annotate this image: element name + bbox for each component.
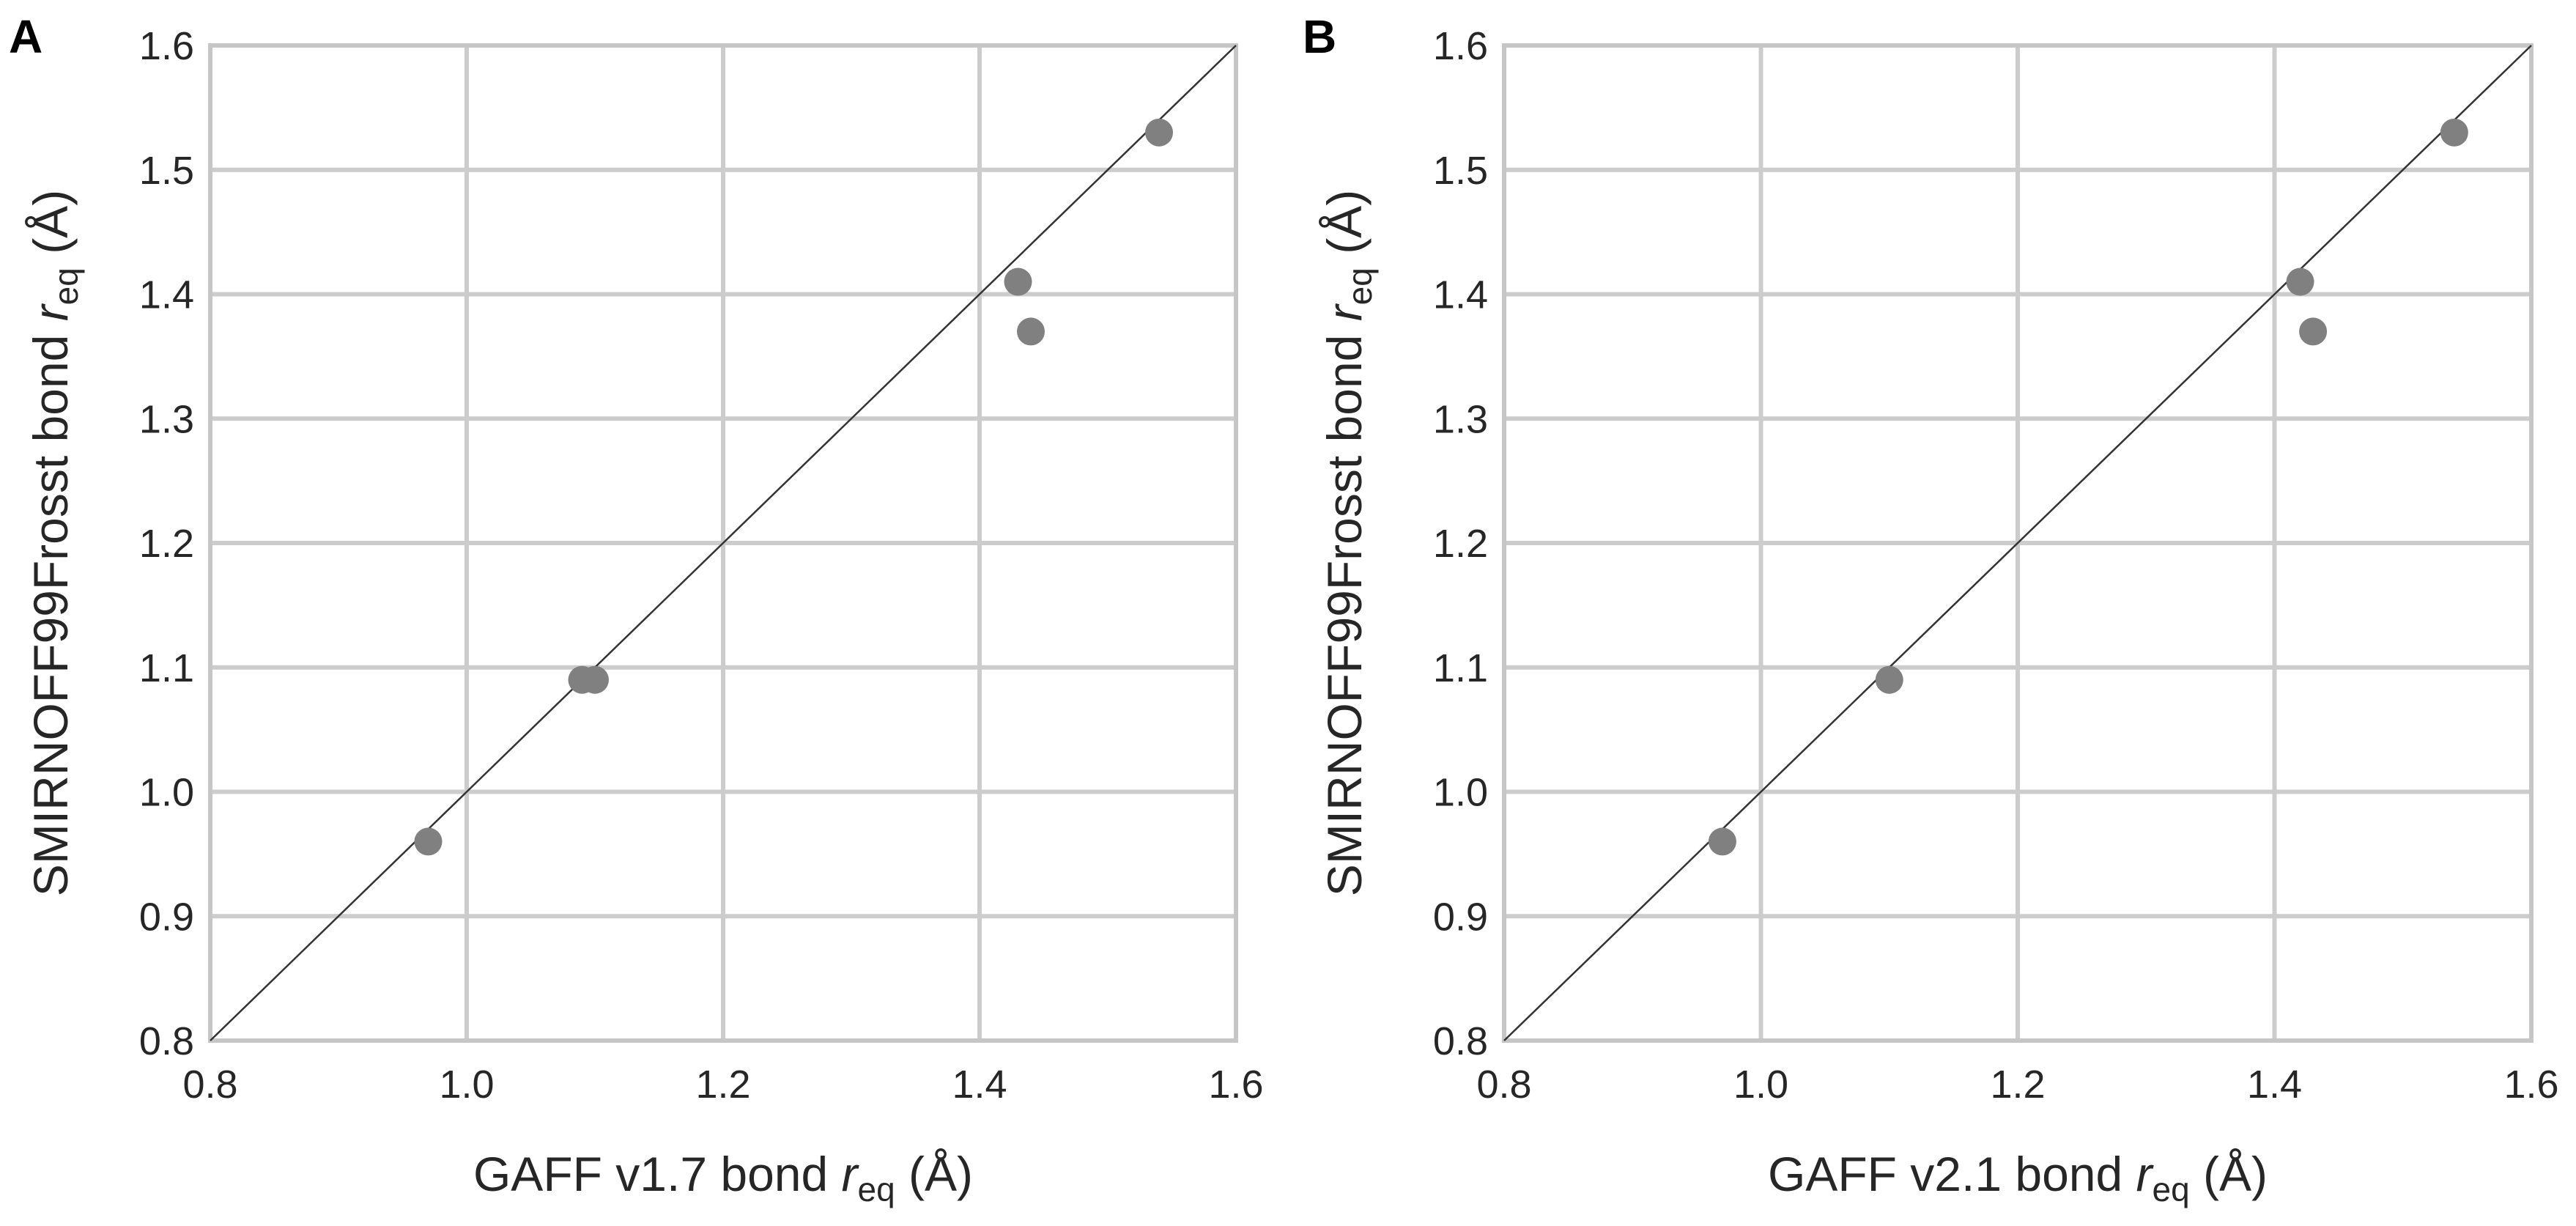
x-axis-label: GAFF v1.7 bond req (Å): [473, 1147, 973, 1208]
y-tick-label: 0.9: [1433, 895, 1488, 939]
y-tick-label: 1.4: [139, 273, 194, 317]
axis-label-main: SMIRNOFF99Frosst bond: [1317, 321, 1372, 896]
data-point: [1017, 317, 1045, 346]
data-point: [2286, 267, 2314, 296]
axis-label-variable: r: [842, 1147, 860, 1201]
data-point: [2440, 118, 2468, 147]
axis-label-main: GAFF v2.1 bond: [1768, 1147, 2136, 1201]
axis-label-variable: r: [1317, 303, 1372, 321]
axis-label-unit: (Å): [2190, 1147, 2268, 1201]
x-tick-label: 1.2: [695, 1063, 750, 1107]
panel-b: B 0.8 1.0 1.2 1.4 1.6 0.8 0.9 1.0 1.1 1.2 1.3 1.4 1.5…: [1303, 10, 2559, 1208]
y-tick-label: 1.5: [139, 149, 194, 193]
identity-line: [1503, 45, 2532, 1041]
axis-label-subscript: eq: [47, 267, 85, 305]
y-tick-label: 1.3: [139, 397, 194, 441]
axis-label-main: GAFF v1.7 bond: [473, 1147, 842, 1201]
y-axis-label: SMIRNOFF99Frosst bond req (Å): [23, 190, 85, 896]
y-tick-label: 1.0: [139, 771, 194, 815]
y-tick-label: 1.1: [1433, 646, 1488, 690]
y-axis-label: SMIRNOFF99Frosst bond req (Å): [1317, 190, 1379, 896]
data-point: [1004, 267, 1032, 296]
y-tick-label: 1.1: [139, 646, 194, 690]
y-tick-label: 1.4: [1433, 273, 1488, 317]
x-tick-label: 1.4: [2247, 1063, 2302, 1107]
x-tick-label: 1.2: [1990, 1063, 2045, 1107]
y-tick-label: 1.6: [1433, 24, 1488, 68]
data-point: [414, 827, 443, 856]
data-point: [1708, 827, 1736, 856]
y-tick-label: 0.8: [1433, 1019, 1488, 1063]
data-point: [1145, 118, 1173, 147]
y-tick-label: 1.6: [139, 24, 194, 68]
identity-line: [210, 45, 1237, 1041]
plot-frame: [208, 43, 1238, 1043]
axis-label-unit: (Å): [23, 190, 78, 267]
y-tick-label: 1.2: [1433, 522, 1488, 566]
x-tick-label: 1.6: [1208, 1063, 1263, 1107]
panel-label: A: [9, 10, 42, 63]
data-point: [2299, 317, 2328, 346]
axis-label-subscript: eq: [2153, 1170, 2190, 1208]
data-point: [581, 665, 609, 694]
x-tick-label: 0.8: [1476, 1063, 1531, 1107]
axis-label-subscript: eq: [858, 1170, 895, 1208]
axis-label-unit: (Å): [895, 1147, 973, 1201]
plot-frame: [1502, 43, 2534, 1043]
y-tick-label: 1.0: [1433, 771, 1488, 815]
panel-label: B: [1303, 10, 1336, 63]
y-tick-label: 1.3: [1433, 397, 1488, 441]
x-tick-label: 1.0: [439, 1063, 494, 1107]
axis-label-unit: (Å): [1317, 190, 1372, 267]
x-tick-label: 0.8: [182, 1063, 237, 1107]
x-axis-label: GAFF v2.1 bond req (Å): [1768, 1147, 2268, 1208]
x-tick-label: 1.4: [952, 1063, 1007, 1107]
y-tick-label: 1.2: [139, 522, 194, 566]
x-tick-label: 1.6: [2503, 1063, 2558, 1107]
axis-label-variable: r: [2136, 1147, 2155, 1201]
y-tick-label: 0.9: [139, 895, 194, 939]
x-tick-label: 1.0: [1733, 1063, 1788, 1107]
axis-label-variable: r: [23, 303, 78, 321]
axis-label-subscript: eq: [1341, 267, 1379, 305]
data-point: [1875, 665, 1903, 694]
axis-label-main: SMIRNOFF99Frosst bond: [23, 321, 78, 896]
panel-a: A 0.8 1.0 1.2 1.4 1.6 0.8 0.9 1.0 1.1 1.2 1.3 1.4 1.5…: [9, 10, 1264, 1208]
y-tick-label: 0.8: [139, 1019, 194, 1063]
y-tick-label: 1.5: [1433, 149, 1488, 193]
